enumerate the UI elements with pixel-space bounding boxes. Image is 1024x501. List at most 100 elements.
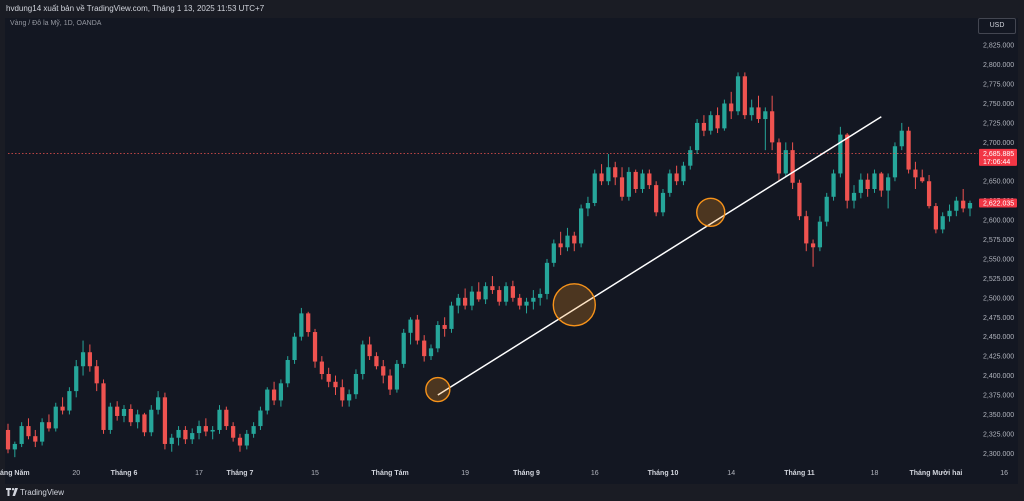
candle: [258, 406, 263, 430]
candle: [347, 389, 352, 407]
candle: [278, 379, 284, 407]
candle: [756, 95, 761, 123]
candle: [961, 189, 966, 213]
candle: [237, 433, 243, 452]
candle-body: [347, 394, 352, 401]
candle: [497, 286, 502, 306]
candle-body: [790, 150, 795, 183]
candle-body: [340, 387, 345, 401]
highlight-circle: [696, 197, 726, 228]
time-axis: áng Năm 20 Tháng 6 17 Tháng 7 15 Tháng Tám 19 Th…: [0, 470, 1008, 477]
candle: [12, 441, 17, 458]
candle: [967, 200, 973, 217]
candle: [224, 406, 229, 430]
candle: [681, 161, 686, 186]
currency-button[interactable]: USD: [978, 18, 1016, 34]
candle-body: [660, 192, 666, 213]
candle-body: [749, 107, 754, 116]
candle: [46, 414, 52, 432]
candle: [203, 418, 208, 437]
candle: [94, 360, 99, 392]
candle-body: [463, 297, 468, 306]
candle-body: [271, 389, 277, 401]
candle-body: [196, 426, 202, 434]
candle-body: [633, 171, 638, 190]
candle-body: [899, 130, 904, 147]
candle-body: [920, 177, 925, 182]
candle: [244, 429, 249, 450]
chart-area[interactable]: [5, 18, 1018, 484]
candle-body: [851, 192, 857, 201]
candle-body: [531, 297, 536, 302]
candle: [428, 344, 434, 361]
price-tick-label: 2,475.000: [983, 315, 1014, 322]
price-tick-label: 2,525.000: [983, 276, 1014, 283]
price-tick-label: 2,375.000: [983, 392, 1014, 399]
candle: [306, 311, 311, 337]
candle-body: [381, 366, 386, 376]
candle: [285, 356, 290, 388]
candle: [817, 216, 823, 252]
candle: [783, 142, 788, 178]
candle-body: [428, 348, 434, 357]
candle-body: [278, 383, 284, 401]
candle: [954, 196, 959, 217]
candle-body: [926, 181, 932, 207]
candle-body: [306, 313, 311, 333]
candle-body: [551, 243, 556, 263]
candle: [483, 282, 488, 305]
price-tick-label: 2,300.000: [983, 451, 1014, 458]
candle: [947, 204, 952, 222]
candle: [353, 369, 359, 399]
candle-body: [497, 290, 502, 302]
price-tick-label: 2,450.000: [983, 334, 1014, 341]
price-tick-label: 2,550.000: [983, 256, 1014, 263]
candle-body: [53, 406, 58, 429]
candle: [524, 297, 529, 314]
candle: [633, 169, 638, 193]
candle-body: [886, 177, 891, 191]
time-tick-label: 19: [461, 470, 469, 477]
candle-body: [565, 235, 570, 248]
candle: [381, 360, 386, 384]
candle-body: [688, 150, 693, 166]
candle-body: [476, 291, 481, 300]
candle-body: [67, 391, 72, 411]
candle-body: [115, 406, 120, 416]
candle: [149, 405, 154, 437]
tradingview-logo-icon[interactable]: [6, 487, 18, 497]
candle: [742, 72, 747, 120]
candle-body: [483, 286, 488, 300]
candle: [217, 405, 222, 434]
candle-body: [722, 103, 727, 129]
price-tick-label: 2,775.000: [983, 82, 1014, 89]
candle: [155, 391, 161, 415]
candle-body: [729, 103, 734, 112]
ref-price-tag-bg: [979, 198, 1017, 208]
candle: [490, 276, 495, 294]
candle: [626, 167, 631, 201]
candle-body: [319, 361, 324, 374]
candle: [387, 369, 393, 395]
brand-name[interactable]: TradingView: [20, 488, 65, 497]
candle: [585, 196, 591, 217]
candle-body: [244, 433, 249, 446]
price-tick-label: 2,700.000: [983, 140, 1014, 147]
candle: [708, 111, 713, 135]
candle-body: [558, 243, 563, 248]
candle-body: [46, 422, 52, 429]
candle-body: [367, 344, 372, 357]
candle-body: [149, 409, 154, 433]
candle: [606, 154, 611, 186]
candle: [367, 336, 372, 361]
candle-body: [906, 130, 911, 170]
candle-body: [817, 221, 823, 248]
candle-body: [360, 344, 365, 374]
candle: [5, 423, 11, 454]
time-tick-label: Tháng Mười hai: [909, 470, 962, 477]
candle-body: [735, 76, 741, 112]
candle-body: [251, 426, 256, 434]
last-price-tag-bg: [979, 148, 1017, 166]
candle-body: [387, 375, 393, 390]
